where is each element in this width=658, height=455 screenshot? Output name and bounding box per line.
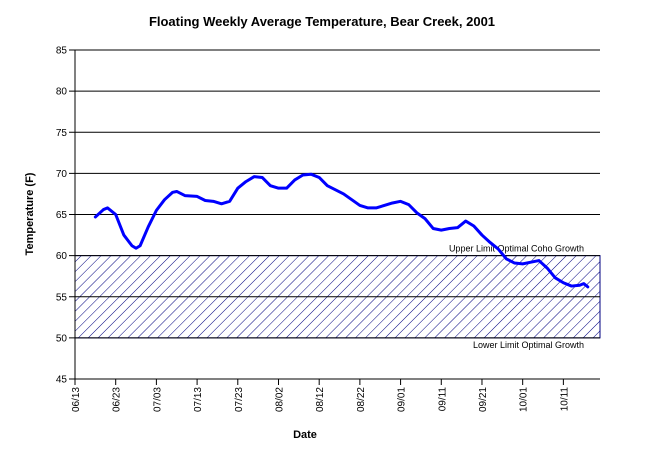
x-tick-label: 08/02 [274,387,285,412]
y-tick-label: 45 [56,375,68,386]
x-tick-label: 10/11 [559,387,570,412]
x-tick-label: 09/01 [397,387,408,412]
annotation: Lower Limit Optimal Growth [473,340,584,350]
annotation: Upper Limit Optimal Coho Growth [449,244,584,254]
y-tick-label: 65 [56,210,68,221]
y-tick-label: 55 [56,292,68,303]
y-axis-label: Temperature (F) [24,172,36,255]
y-tick-label: 85 [56,46,68,57]
y-tick-label: 75 [56,128,68,139]
x-tick-label: 09/11 [437,387,448,412]
y-tick-label: 60 [56,251,68,262]
y-tick-label: 80 [56,87,68,98]
x-tick-label: 07/13 [193,387,204,412]
x-tick-label: 08/12 [315,387,326,412]
y-tick-label: 50 [56,333,68,344]
x-tick-label: 07/23 [234,387,245,412]
x-axis-label: Date [293,429,317,441]
y-tick-label: 70 [56,169,68,180]
x-tick-label: 08/22 [356,387,367,412]
x-tick-label: 06/23 [112,387,123,412]
x-tick-label: 10/01 [519,387,530,412]
temperature-line [93,172,590,289]
chart-title: Floating Weekly Average Temperature, Bea… [149,14,495,29]
x-tick-label: 07/03 [152,387,163,412]
x-tick-label: 06/13 [71,387,82,412]
x-tick-label: 09/21 [478,387,489,412]
